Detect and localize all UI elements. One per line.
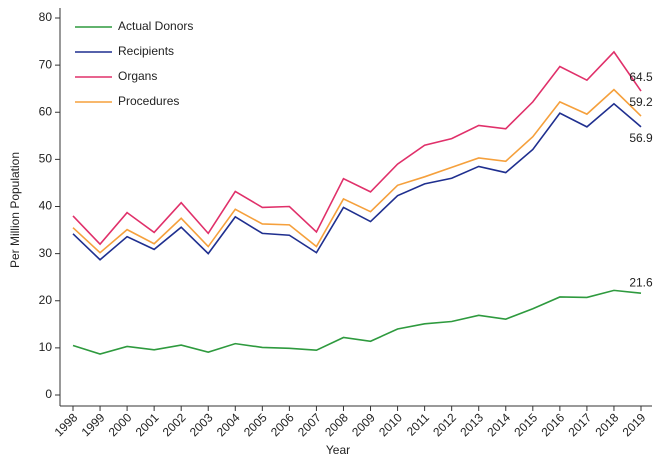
x-tick-label: 2009 — [349, 410, 378, 439]
x-tick-label: 2017 — [565, 410, 594, 439]
y-axis-label: Per Million Population — [8, 152, 22, 268]
y-tick-label: 40 — [39, 199, 53, 213]
y-tick-label: 0 — [45, 387, 52, 401]
x-tick-label: 2008 — [322, 410, 351, 439]
x-tick-label: 2018 — [593, 410, 622, 439]
legend-label: Procedures — [118, 94, 179, 108]
x-tick-label: 2000 — [106, 410, 135, 439]
x-tick-label: 2001 — [133, 410, 162, 439]
y-tick-label: 30 — [39, 246, 53, 260]
x-tick-label: 2016 — [538, 410, 567, 439]
x-axis-label: Year — [326, 443, 350, 457]
x-tick-label: 2019 — [620, 410, 649, 439]
x-tick-label: 2002 — [160, 410, 189, 439]
x-tick-label: 1999 — [79, 410, 108, 439]
y-tick-label: 80 — [39, 10, 53, 24]
x-tick-label: 2006 — [268, 410, 297, 439]
legend-label: Organs — [118, 69, 157, 83]
x-tick-label: 2003 — [187, 410, 216, 439]
x-tick-label: 2007 — [295, 410, 324, 439]
legend-label: Recipients — [118, 44, 174, 58]
x-tick-label: 2010 — [376, 410, 405, 439]
y-tick-label: 10 — [39, 340, 53, 354]
data-label: 21.6 — [629, 275, 653, 289]
x-tick-label: 2012 — [430, 410, 459, 439]
x-tick-label: 2005 — [241, 410, 270, 439]
data-label: 64.5 — [629, 70, 653, 84]
x-tick-label: 2013 — [457, 410, 486, 439]
y-tick-label: 50 — [39, 152, 53, 166]
data-label: 56.9 — [629, 131, 653, 145]
series-line — [72, 88, 642, 254]
x-tick-label: 1998 — [52, 410, 81, 439]
series-line — [72, 50, 642, 246]
x-tick-label: 2004 — [214, 410, 243, 439]
legend-label: Actual Donors — [118, 19, 193, 33]
x-tick-label: 2015 — [511, 410, 540, 439]
y-tick-label: 70 — [39, 57, 53, 71]
x-tick-label: 2014 — [484, 410, 513, 439]
y-tick-label: 60 — [39, 104, 53, 118]
series-line — [72, 289, 642, 355]
data-label: 59.2 — [629, 95, 653, 109]
x-tick-label: 2011 — [404, 410, 432, 438]
series-line — [72, 102, 642, 261]
y-tick-label: 20 — [39, 293, 53, 307]
